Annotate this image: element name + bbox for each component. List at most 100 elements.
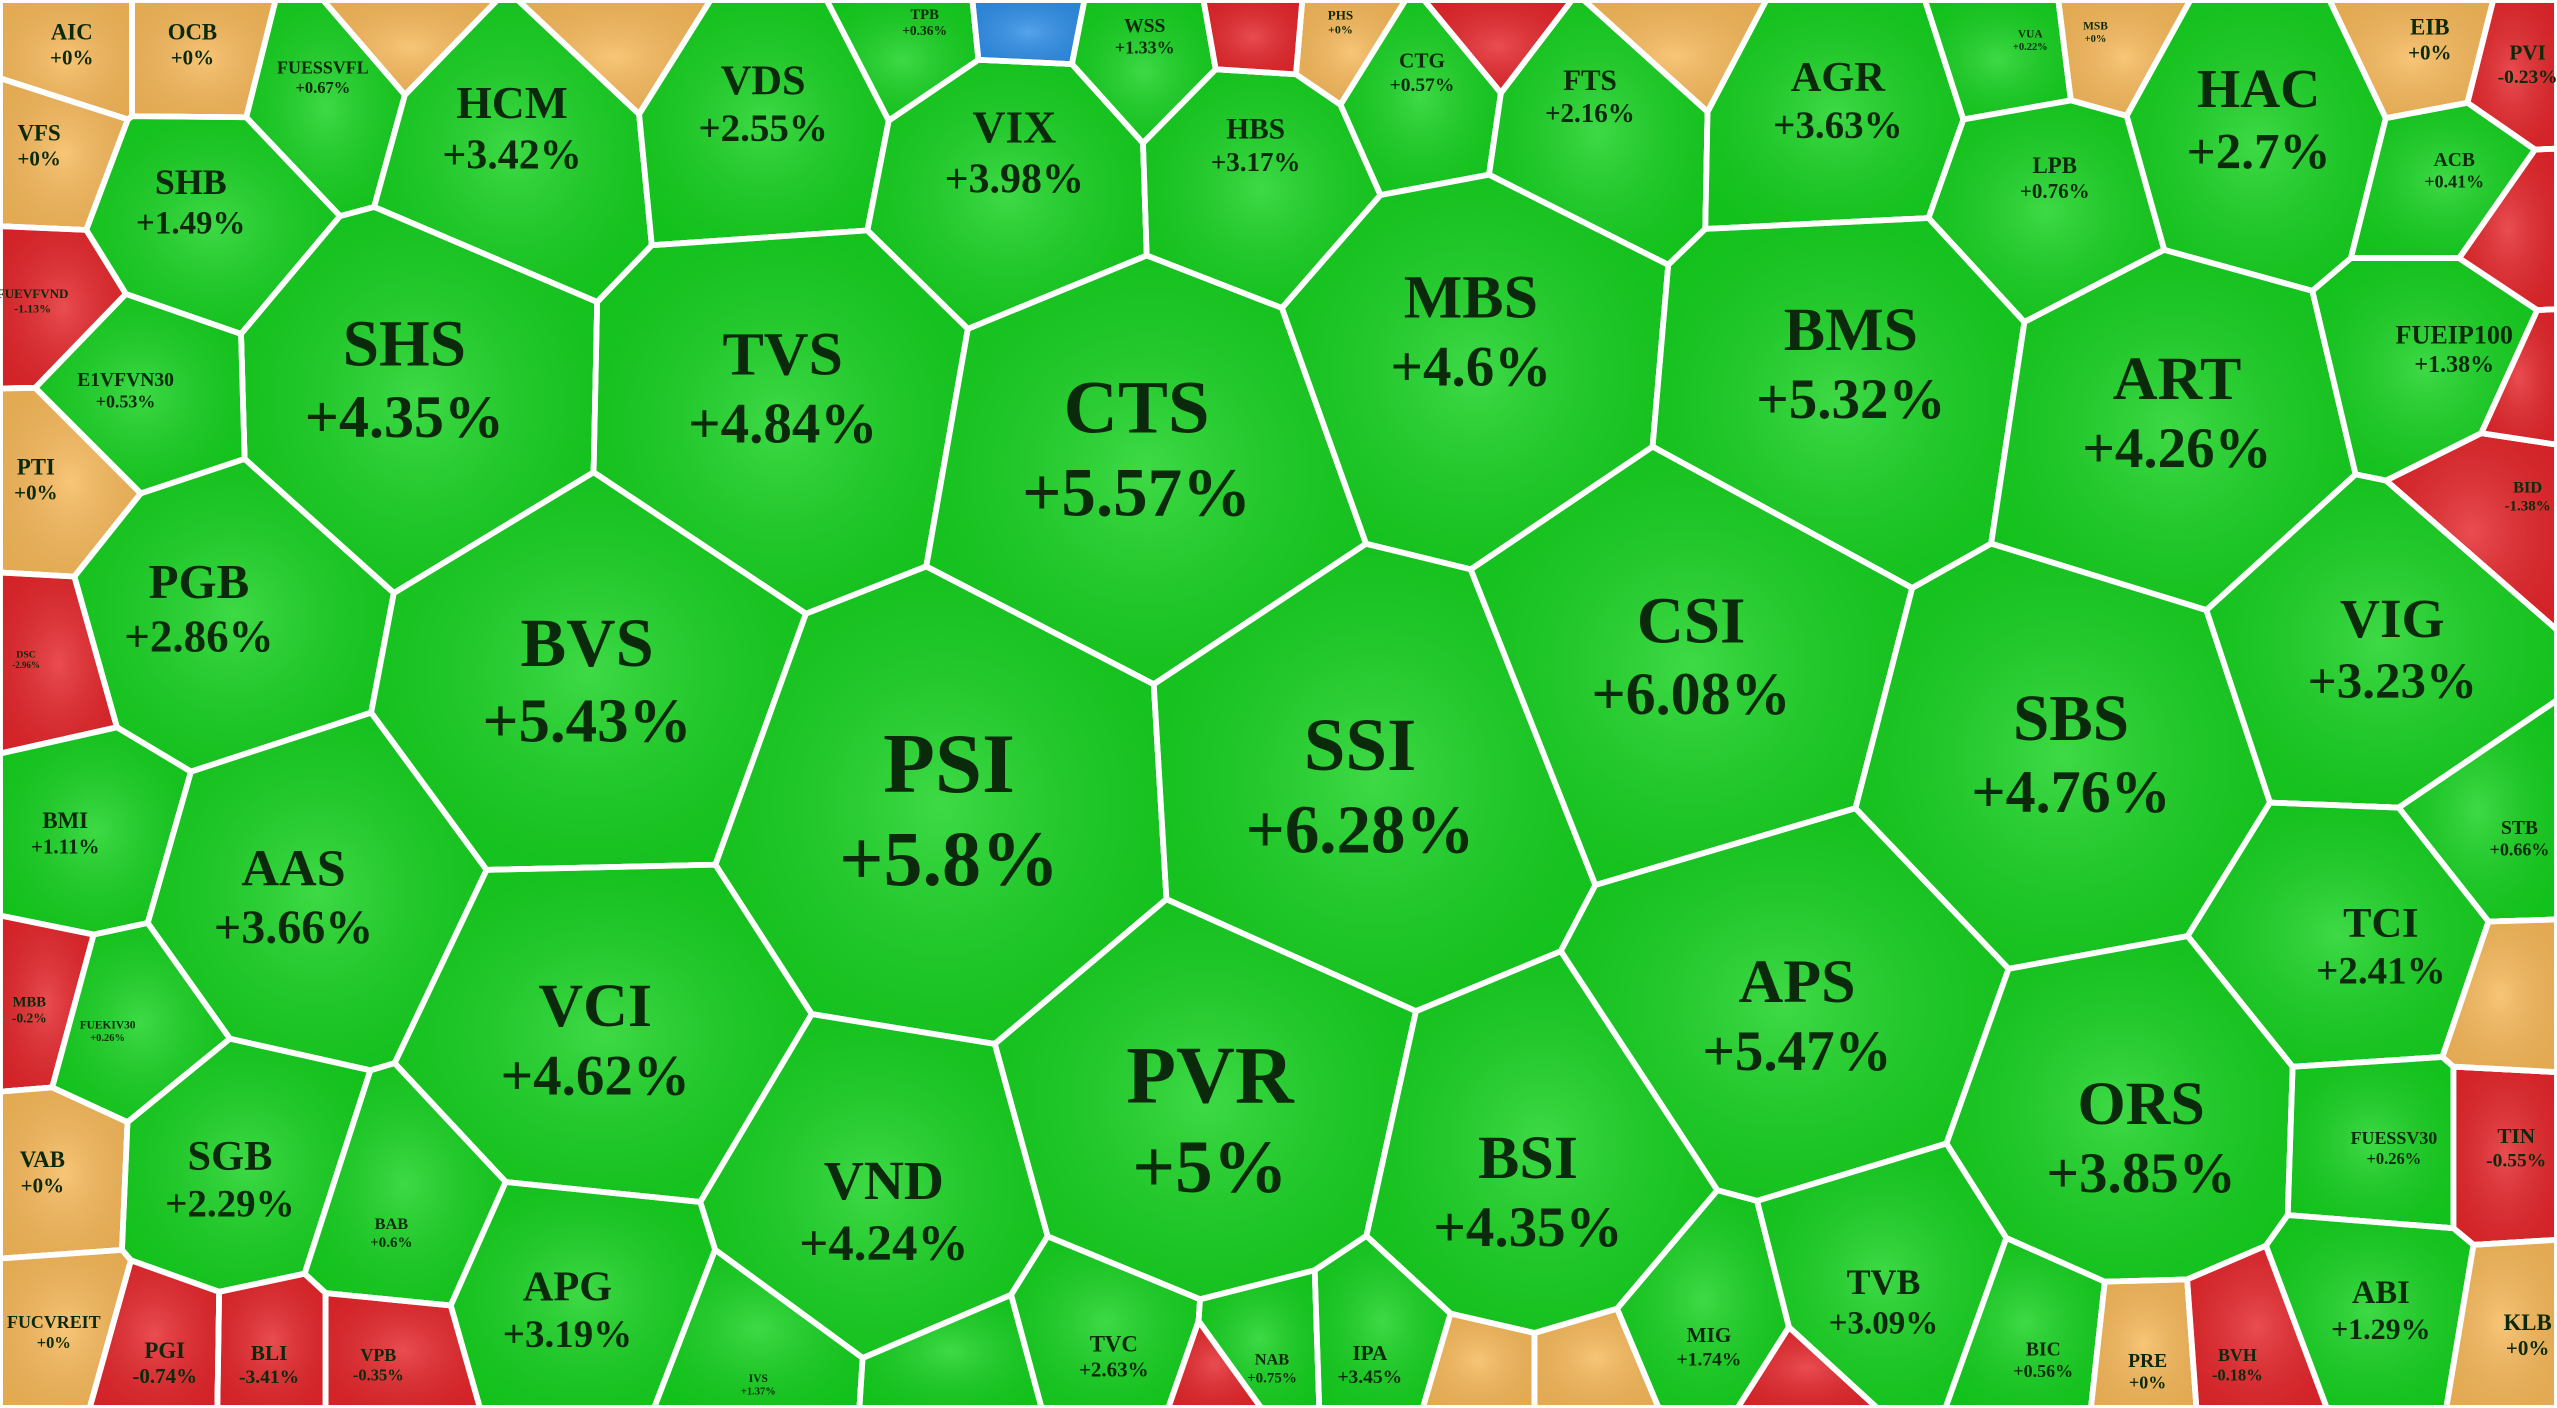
- change: +3.66%: [214, 901, 373, 954]
- cell-shade: [2456, 145, 2557, 313]
- change: +0%: [2506, 1336, 2549, 1360]
- change: +3.45%: [1337, 1367, 1402, 1388]
- cell-shade: [1421, 0, 1575, 96]
- change: +1.49%: [136, 206, 246, 242]
- change: -1.38%: [2505, 499, 2551, 515]
- change: +3.17%: [1211, 147, 1301, 177]
- cell-shade: [2439, 916, 2557, 1075]
- cell-shade: [856, 1292, 1045, 1408]
- ticker: MBB: [13, 994, 47, 1010]
- cell-shade: [2478, 306, 2557, 448]
- change: +2.86%: [124, 612, 273, 662]
- ticker: KLB: [2504, 1310, 2552, 1335]
- ticker: VAB: [20, 1147, 65, 1172]
- ticker: FUEKIV30: [80, 1019, 136, 1031]
- ticker: IVS: [749, 1373, 768, 1385]
- change: +6.28%: [1246, 792, 1475, 868]
- change: +4.84%: [688, 393, 877, 456]
- change: +0.41%: [2424, 171, 2484, 191]
- change: +0%: [2408, 41, 2451, 65]
- change: +0.22%: [2013, 42, 2048, 53]
- change: +4.26%: [2082, 417, 2271, 480]
- ticker: HAC: [2197, 58, 2320, 119]
- change: +1.33%: [1115, 38, 1175, 58]
- change: +1.11%: [31, 834, 100, 858]
- change: +0.56%: [2013, 1361, 2073, 1381]
- ticker: PGB: [149, 554, 250, 609]
- ticker: MSB: [2083, 21, 2108, 33]
- cell-shade: [1165, 1318, 1265, 1408]
- change: +2.16%: [1545, 98, 1635, 128]
- cell-shade: [1200, 0, 1306, 78]
- cell-shade: [1580, 0, 1770, 115]
- ticker: SBS: [2013, 683, 2129, 755]
- cell-shade: [320, 0, 501, 98]
- change: -0.18%: [2212, 1366, 2263, 1385]
- ticker: ORS: [2077, 1070, 2204, 1138]
- change: +2.41%: [2316, 950, 2445, 993]
- change: +5.43%: [482, 685, 691, 755]
- ticker: TVB: [1847, 1262, 1921, 1302]
- change: +0%: [21, 1173, 64, 1197]
- ticker: AIC: [51, 19, 93, 44]
- change: +0%: [2085, 34, 2107, 45]
- ticker: IPA: [1352, 1341, 1388, 1365]
- ticker: APG: [523, 1263, 612, 1310]
- change: +0.76%: [2020, 179, 2090, 203]
- ticker: OCB: [168, 19, 217, 44]
- ticker: MBS: [1404, 263, 1538, 331]
- ticker: TVC: [1090, 1331, 1138, 1356]
- change: +5.32%: [1756, 368, 1945, 431]
- ticker: TPB: [910, 7, 939, 23]
- change: +4.35%: [305, 384, 504, 450]
- change: +0.66%: [2490, 840, 2550, 860]
- change: +1.74%: [1677, 1349, 1742, 1370]
- change: +2.7%: [2187, 124, 2331, 180]
- change: +3.98%: [945, 157, 1084, 203]
- change: +0.67%: [296, 78, 351, 97]
- change: +2.55%: [698, 107, 827, 150]
- ticker: ACB: [2434, 150, 2475, 171]
- ticker: PSI: [883, 717, 1015, 811]
- ticker: SSI: [1304, 704, 1417, 787]
- change: +3.42%: [442, 132, 581, 178]
- ticker: MIG: [1687, 1323, 1732, 1347]
- labels: AIC+0%OCB+0% FUESSVFL+0.67% HCM+3.42%VDS+2…: [0, 7, 2557, 1398]
- ticker: CTG: [1399, 49, 1445, 73]
- change: +0%: [2129, 1372, 2166, 1392]
- ticker: AAS: [241, 840, 345, 897]
- ticker: TIN: [2497, 1124, 2535, 1148]
- cell-shade: [1531, 1305, 1662, 1408]
- change: +2.63%: [1079, 1357, 1149, 1381]
- change: +0.57%: [1390, 75, 1455, 96]
- change: -0.35%: [353, 1366, 404, 1385]
- change: +0%: [37, 1333, 71, 1352]
- change: -0.55%: [2486, 1150, 2546, 1171]
- change: +0%: [171, 46, 214, 70]
- change: +3.23%: [2308, 654, 2477, 710]
- ticker: VCI: [538, 972, 652, 1040]
- cell-shade: [515, 0, 714, 117]
- cell-shade: [2443, 1236, 2557, 1408]
- ticker: BIC: [2026, 1339, 2061, 1360]
- change: +0%: [1328, 23, 1353, 37]
- ticker: NAB: [1255, 1349, 1290, 1368]
- ticker: PVI: [2509, 40, 2546, 64]
- ticker: BVH: [2218, 1345, 2257, 1365]
- ticker: FUEVFVND: [0, 286, 68, 301]
- change: +0%: [50, 46, 93, 70]
- change: +0.26%: [90, 1033, 125, 1044]
- change: +0.6%: [370, 1235, 412, 1251]
- ticker: FTS: [1563, 65, 1617, 97]
- change: +4.76%: [1971, 759, 2170, 825]
- ticker: APS: [1739, 948, 1856, 1016]
- ticker: TVS: [722, 320, 843, 388]
- ticker: PTI: [17, 455, 55, 480]
- ticker: BMI: [42, 808, 88, 833]
- change: +6.08%: [1591, 661, 1790, 727]
- change: +4.35%: [1433, 1196, 1622, 1259]
- cell-shade: [969, 0, 1088, 67]
- ticker: BLI: [251, 1341, 288, 1365]
- change: +5.57%: [1022, 454, 1251, 530]
- change: -0.23%: [2498, 67, 2557, 88]
